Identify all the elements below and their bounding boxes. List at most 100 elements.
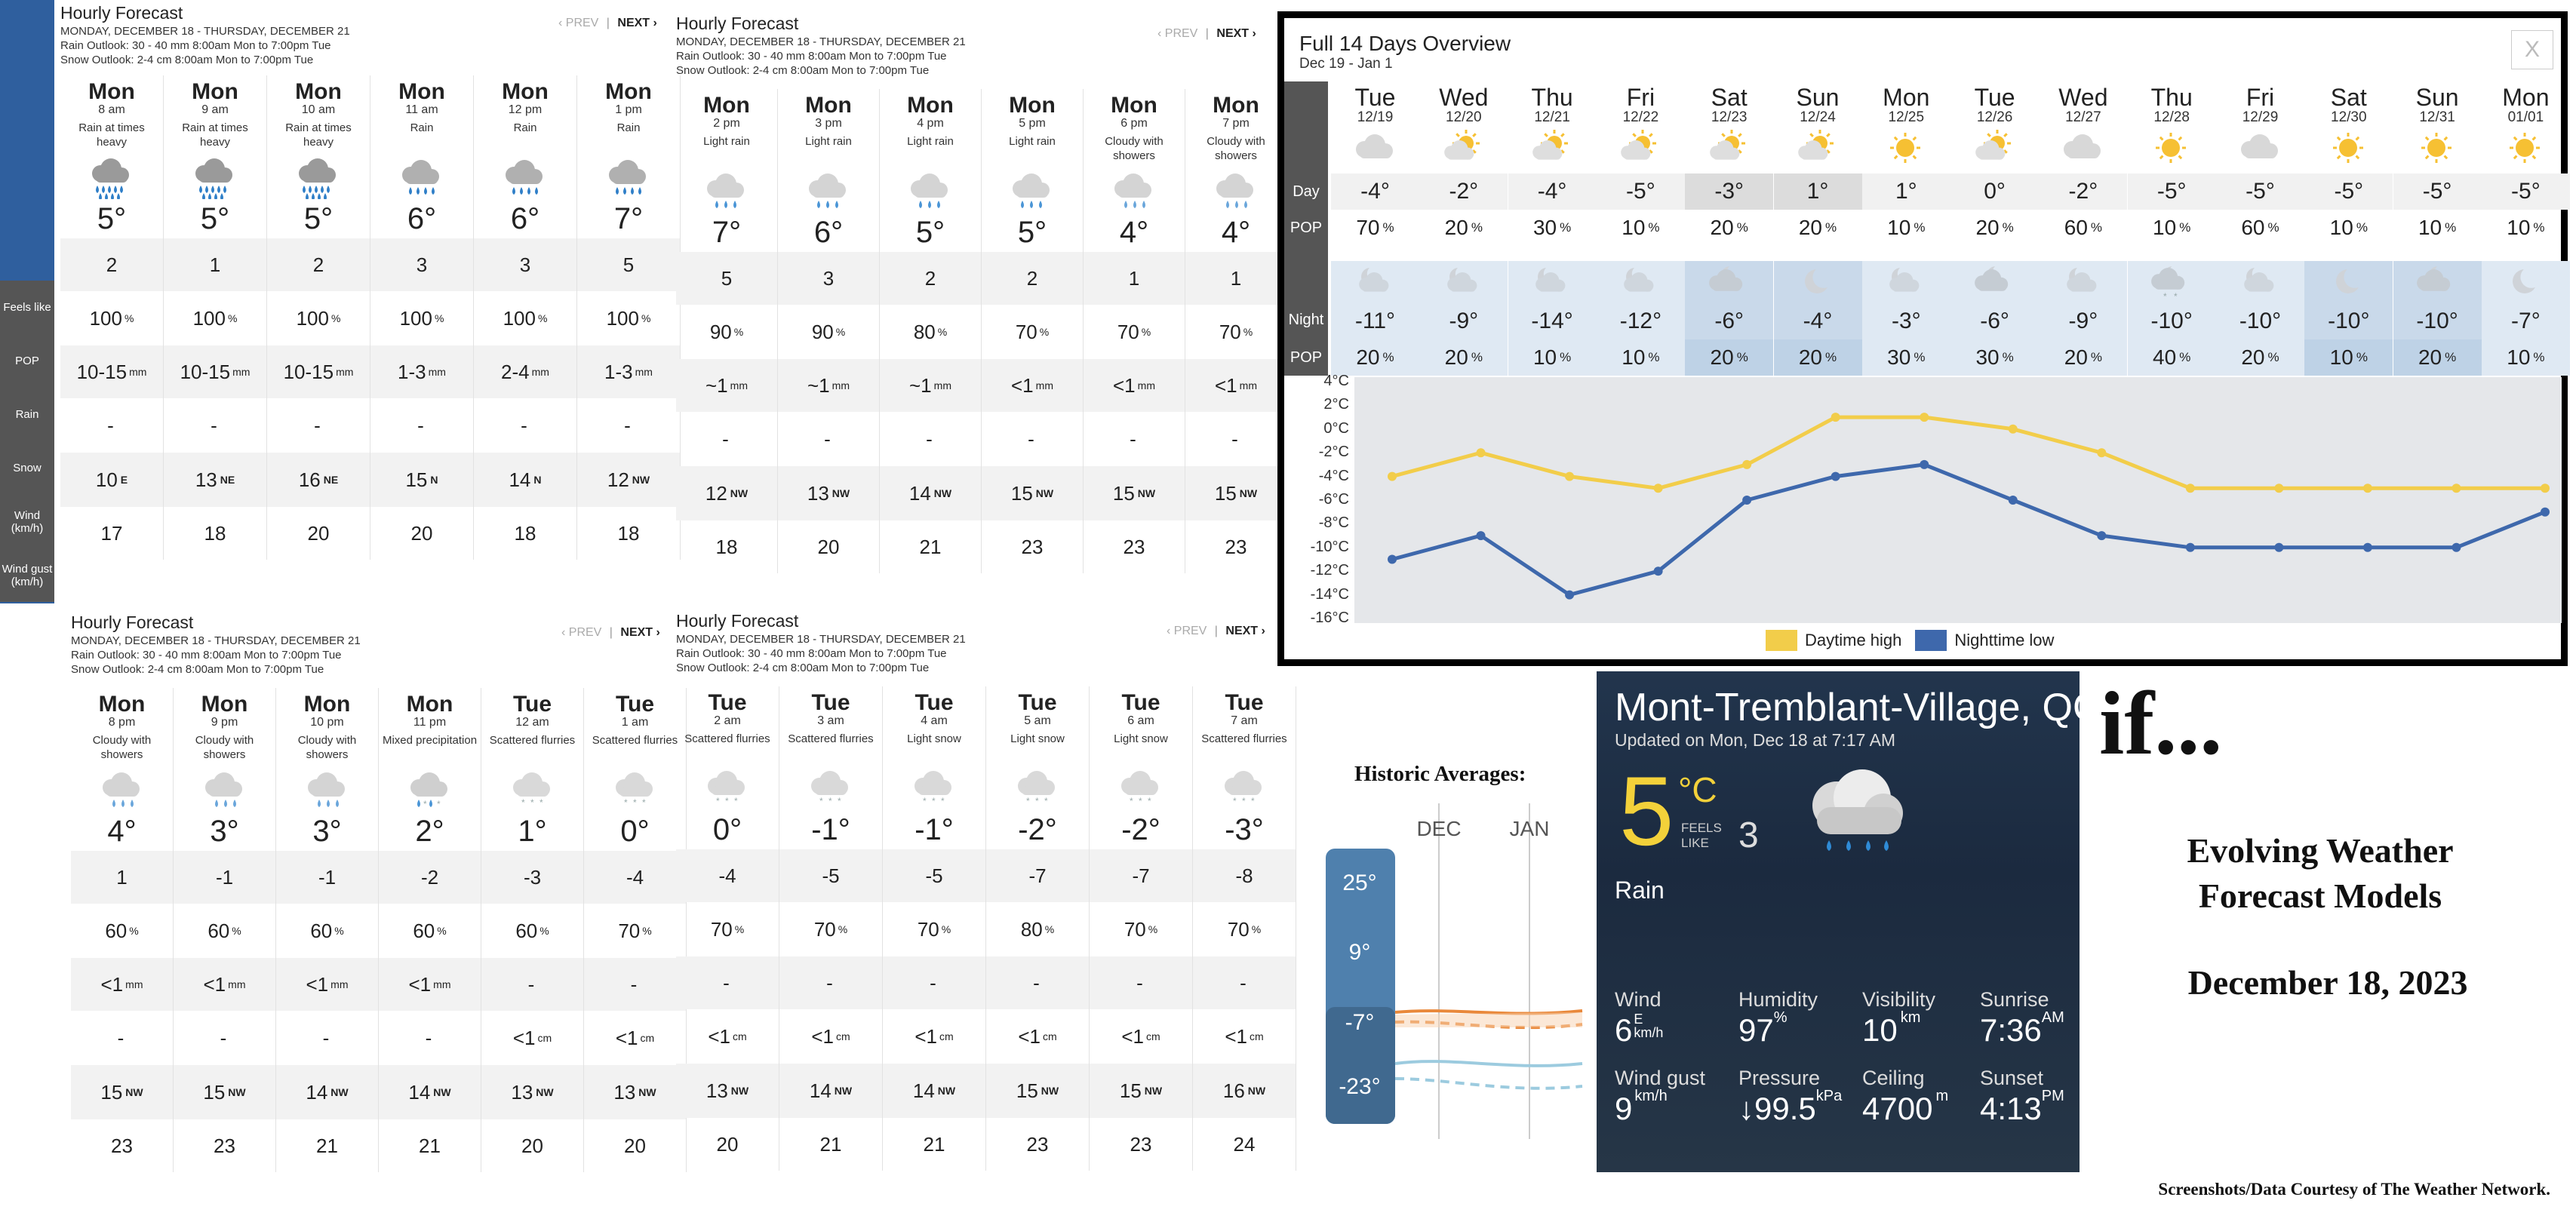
nav-separator: | [1214,625,1218,637]
hour-pop: 100% [399,306,444,330]
hour-wind-gust: 23 [1026,1132,1049,1156]
overview-night-temp: -4° [1773,303,1862,339]
hour-condition: Scattered flurries [592,734,678,747]
hour-snow: - [1231,427,1238,450]
hour-temp: 0° [620,814,650,848]
overview-day-temp: -2° [2039,173,2128,210]
hour-time: 6 pm [1120,117,1148,130]
next-button[interactable]: NEXT › [1216,27,1256,40]
next-button[interactable]: NEXT › [1225,625,1265,637]
close-button[interactable]: X [2511,30,2553,69]
overview-day-temp: -5° [2481,173,2570,210]
hour-wind: 15 NW [986,1064,1089,1118]
hour-pop: 60% [413,919,447,942]
prev-button[interactable]: ‹ PREV [1167,625,1207,637]
svg-text:*: * [1233,796,1237,806]
legend-swatch-night [1915,630,1947,651]
hour-feels-like: 1 [1084,252,1185,305]
hour-day: Tue [811,690,850,715]
hour-column: Tue 4 am Light snow * * * -1° -5 70% - <1 c… [883,686,986,1171]
svg-text:*: * [819,796,823,806]
hour-wind: 10 E [60,453,163,507]
hour-pop: 70% [710,917,745,941]
overview-night-pop: 20% [1685,339,1774,376]
hour-time: 6 am [1127,714,1154,727]
data-point [1388,471,1397,481]
hour-wind-gust: 23 [214,1134,235,1157]
hour-condition: Scattered flurries [684,732,770,745]
hour-pop: 70% [1124,917,1158,941]
data-point [2362,484,2372,493]
hour-feels-like: 1 [164,238,266,291]
prev-button[interactable]: ‹ PREV [561,626,602,639]
hour-wind-gust: 23 [1130,1132,1152,1156]
mostly-cloudy-night-icon [1685,261,1774,303]
hour-temp: 5° [1017,215,1047,249]
hour-day: Tue [615,692,655,717]
hour-wind: 15 NW [71,1065,173,1119]
heavy-rain-icon [267,155,370,199]
data-point [1831,413,1840,422]
hour-time: 3 pm [815,117,842,130]
hour-feels-like: 2 [60,238,163,291]
data-point [2274,484,2284,493]
y-tick-label: -8°C [1318,514,1349,532]
prev-button[interactable]: ‹ PREV [1157,27,1198,40]
y-tick-label: -6°C [1318,491,1349,508]
hour-rain: - [1090,956,1192,1009]
sunrise-value: 7:36AM [1980,1009,2064,1048]
next-button[interactable]: NEXT › [620,626,660,639]
hour-day: Mon [303,692,351,717]
hour-rain: 1-3 mm [370,345,473,398]
data-point [1742,459,1752,469]
clear-night-icon [2304,261,2393,303]
clear-night-icon [1773,261,1862,303]
hour-snow: <1 cm [1121,1024,1160,1048]
hour-wind-gust: 21 [419,1134,441,1157]
panel-outlook: MONDAY, DECEMBER 18 - THURSDAY, DECEMBER… [71,634,361,677]
y-tick-label: 0°C [1323,419,1349,437]
svg-text:*: * [539,797,543,808]
hour-time: 5 pm [1019,117,1046,130]
hour-column: Mon 10 am Rain at times heavy 5° 2 100% … [267,75,370,560]
rain-outlook: Rain Outlook: 30 - 40 mm 8:00am Mon to 7… [676,647,947,660]
overview-labels: Day POP Night POP [1284,81,1328,376]
next-button[interactable]: NEXT › [617,17,657,29]
partly-sunny-icon [1685,127,1773,173]
hour-snow: - [314,413,321,437]
hour-snow: <1 cm [811,1024,850,1048]
overview-day-name: Tue [1354,83,1396,111]
snow-outlook: Snow Outlook: 2-4 cm 8:00am Mon to 7:00p… [60,54,314,66]
overview-day-pop: 20% [1444,216,1483,239]
hour-condition: Rain at times heavy [285,121,352,149]
hour-time: 1 am [621,716,649,729]
ceiling-value: 4700 m [1862,1088,1949,1126]
overview-date: 12/30 [2331,109,2367,125]
overview-day-column: Sat 12/23 -3° 20% -6° 20% [1685,81,1774,376]
hour-feels-like: -5 [779,849,882,902]
temperature-chart [1354,377,2562,623]
hour-wind: 14 N [474,453,576,507]
hour-wind: 15 NW [174,1065,275,1119]
overview-night-temp: -10° [2304,303,2393,339]
row-label-feels: Feels like [3,300,51,314]
light-snow-icon: * * * [883,766,985,810]
label-night: Night [1288,312,1324,328]
hour-feels-like: -4 [676,849,779,902]
hour-column: Mon 9 am Rain at times heavy 5° 1 100% 1… [164,75,267,560]
hour-feels-like: 5 [577,238,680,291]
hour-day: Mon [192,79,238,104]
hour-temp: 5° [915,215,945,249]
overview-day-pop: 20% [1710,216,1748,239]
hour-temp: 5° [200,201,230,235]
overview-night-temp: -9° [1419,303,1508,339]
hour-snow: - [521,413,527,437]
hour-temp: 0° [712,812,742,846]
hour-column: Tue 5 am Light snow * * * -2° -7 80% - <1 c… [986,686,1090,1171]
hour-rain: - [584,958,686,1011]
hist-month-jan: JAN [1510,817,1550,840]
y-tick-label: -2°C [1318,444,1349,461]
data-point [1742,496,1752,505]
data-point [2185,542,2195,552]
prev-button[interactable]: ‹ PREV [558,17,599,29]
